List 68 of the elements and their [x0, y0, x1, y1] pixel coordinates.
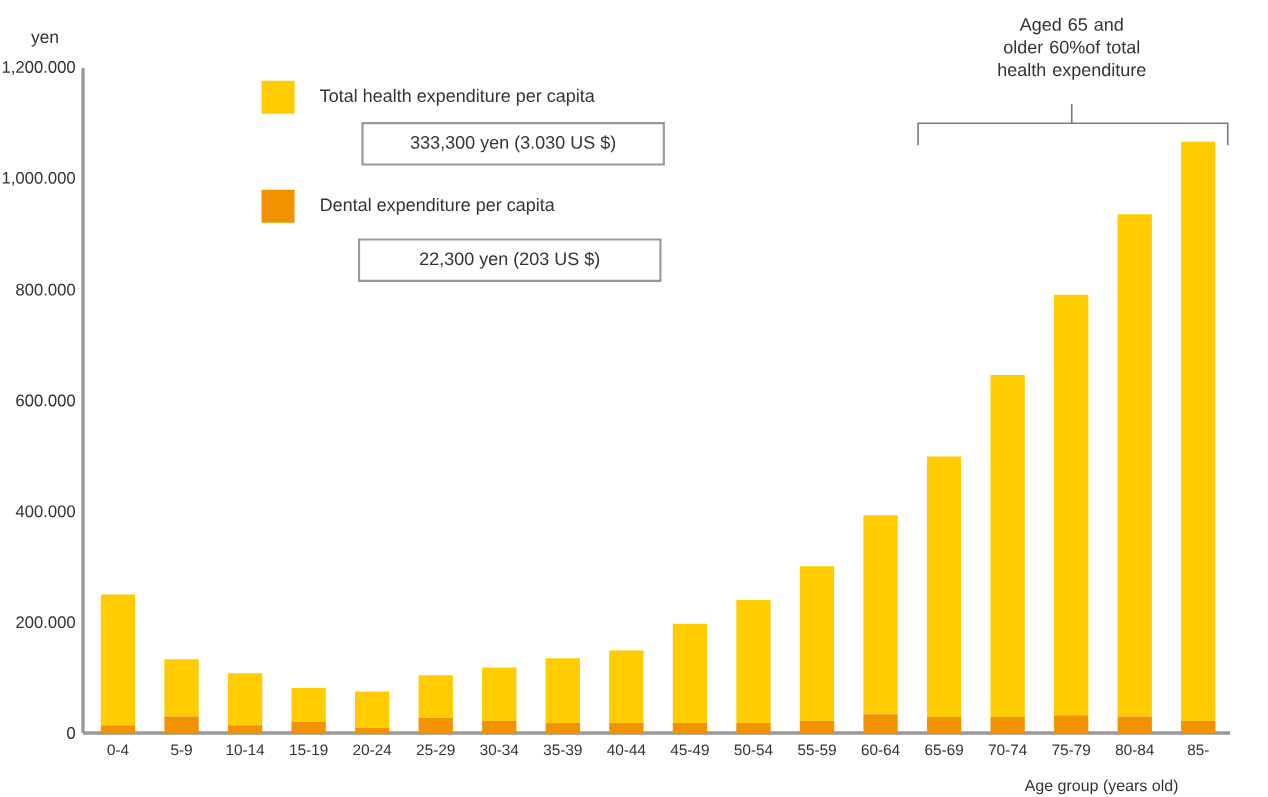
bar — [100, 594, 136, 726]
bar — [100, 725, 136, 733]
bar — [990, 716, 1025, 733]
bar — [609, 650, 644, 724]
bar — [672, 723, 708, 733]
annotation: Aged 65 and older 60%of total health expenditure — [998, 17, 1146, 80]
y-tick-label: 1,000.000 — [2, 171, 76, 186]
x-tick-label: 40-44 — [607, 744, 646, 756]
x-tick-label: 25-29 — [416, 744, 455, 756]
bar — [609, 723, 644, 733]
bar — [990, 375, 1025, 717]
bar — [164, 716, 199, 733]
bar — [291, 721, 326, 733]
x-tick-label: 70-74 — [988, 744, 1027, 756]
bar — [291, 688, 326, 722]
x-tick-label: 55-59 — [798, 744, 836, 756]
bar — [926, 716, 962, 733]
x-tick-label: 45-49 — [670, 744, 709, 756]
x-tick-label: 0-4 — [107, 744, 129, 756]
x-tick-label: 85- — [1187, 744, 1209, 756]
x-tick-label: 75-79 — [1052, 744, 1091, 756]
y-axis-title: yen — [31, 33, 58, 47]
x-tick-label: 5-9 — [171, 744, 192, 756]
y-tick-label: 1,200.000 — [2, 61, 76, 75]
legend-label: Dental expenditure per capita — [321, 197, 555, 215]
bar — [1054, 715, 1089, 733]
x-tick-label: 30-34 — [480, 744, 519, 756]
y-tick-label: 0 — [67, 727, 76, 739]
bar — [1117, 214, 1152, 717]
x-tick-label: 65-69 — [925, 744, 963, 756]
bar — [227, 725, 263, 733]
x-tick-label: 15-19 — [290, 744, 328, 756]
x-tick-label: 10-14 — [226, 744, 265, 756]
bar — [863, 714, 898, 733]
x-tick-label: 50-54 — [734, 744, 773, 756]
bar — [1181, 720, 1216, 733]
y-tick-label: 400.000 — [15, 505, 76, 518]
bar — [545, 723, 580, 733]
bar — [1117, 716, 1152, 733]
x-tick-label: 35-39 — [543, 744, 582, 756]
bar — [418, 718, 453, 733]
legend-label: Total health expenditure per capita — [320, 88, 595, 106]
y-tick-label: 800.000 — [16, 283, 76, 296]
bar — [736, 600, 771, 724]
bar — [545, 658, 580, 724]
bar — [799, 566, 835, 721]
bar — [355, 728, 390, 733]
annotation: 333,300 yen (3.030 US $) — [410, 135, 616, 153]
x-tick-label: 20-24 — [353, 744, 392, 756]
x-tick-label: 80-84 — [1115, 744, 1154, 756]
annotation: 22,300 yen (203 US $) — [420, 251, 600, 269]
bar — [227, 673, 263, 726]
bar — [482, 667, 517, 721]
bar — [418, 675, 453, 719]
y-tick-label: 200.000 — [16, 616, 76, 629]
bar — [164, 659, 199, 717]
bar — [355, 691, 390, 729]
bar — [799, 720, 835, 733]
bar — [863, 515, 898, 715]
x-tick-label: 60-64 — [861, 744, 900, 756]
y-tick-label: 600.000 — [16, 394, 76, 407]
x-axis-title: Age group (years old) — [1024, 779, 1178, 795]
bar — [736, 723, 771, 733]
bar — [672, 623, 708, 724]
bar — [926, 456, 962, 717]
bar — [1181, 141, 1216, 721]
bar — [1054, 294, 1089, 716]
bar — [482, 720, 517, 733]
